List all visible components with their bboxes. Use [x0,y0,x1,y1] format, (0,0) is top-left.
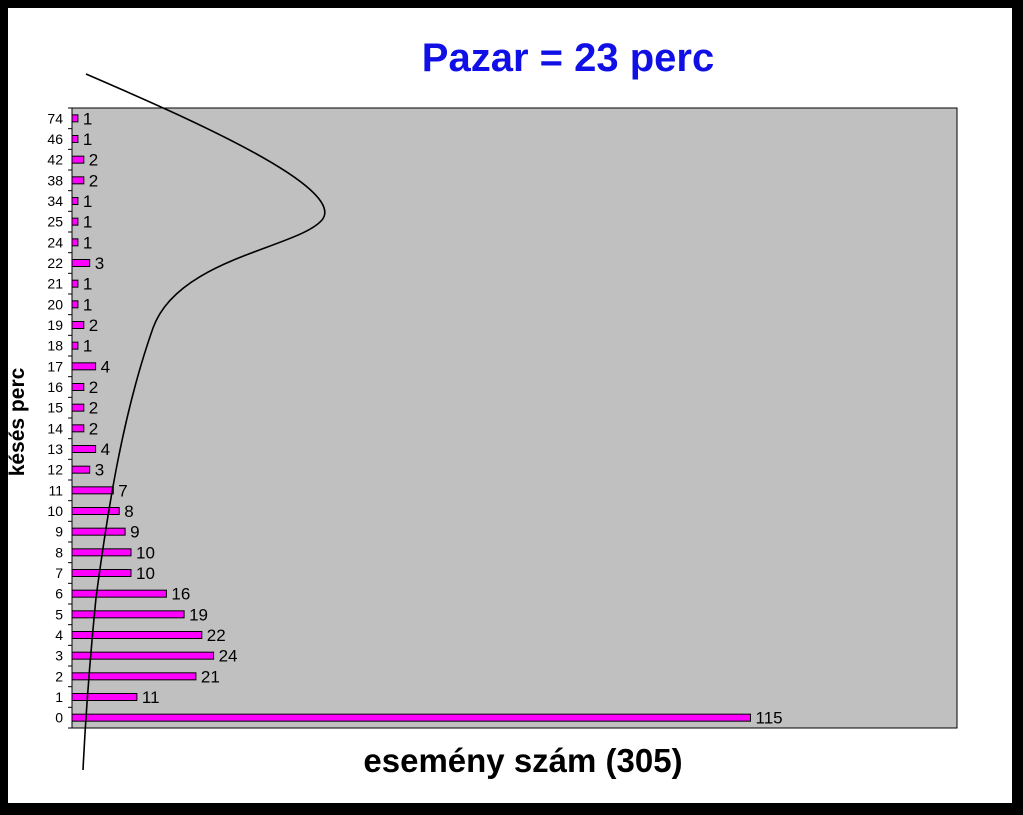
bar [71,197,79,205]
y-tick-label: 16 [47,379,63,395]
chart-title: Pazar = 23 perc [421,36,715,80]
bar [71,238,79,247]
y-tick-label: 10 [47,503,63,519]
y-tick-label: 25 [47,214,63,230]
data-label: 4 [101,357,110,376]
y-tick-label: 17 [47,358,63,374]
data-label: 1 [83,233,92,252]
data-label: 24 [219,647,238,666]
y-tick-label: 42 [47,152,63,168]
bar [71,383,85,391]
bar [71,651,215,660]
bar [71,300,79,309]
data-label: 7 [118,481,127,500]
data-label: 3 [95,254,104,273]
bar [71,424,85,433]
y-tick-label: 1 [55,689,63,705]
y-tick-label: 74 [47,110,63,126]
data-label: 11 [142,688,160,707]
bar [71,631,203,639]
bar [71,445,97,453]
y-tick-label: 7 [55,565,63,581]
y-tick-label: 20 [47,296,63,312]
bar [71,610,185,619]
y-tick-label: 11 [48,482,63,498]
bar [71,114,79,123]
bar [71,217,79,226]
data-label: 16 [171,585,190,604]
y-tick-label: 34 [47,193,63,209]
y-tick-label: 6 [55,586,63,602]
y-tick-label: 4 [55,627,63,643]
data-label: 2 [89,316,98,335]
data-label: 1 [83,130,92,149]
data-label: 115 [756,709,783,728]
bar [71,713,751,722]
y-tick-label: 38 [47,172,63,188]
y-tick-label: 18 [47,338,63,354]
y-tick-label: 14 [47,420,63,436]
bar [71,507,120,515]
y-tick-label: 15 [47,400,63,416]
bar [71,465,91,474]
data-label: 4 [101,440,110,459]
plot-area [71,107,958,729]
bar [71,693,138,701]
data-label: 9 [130,523,139,542]
data-label: 1 [83,192,92,211]
y-tick-label: 8 [55,544,63,560]
bar [71,672,197,681]
data-label: 22 [207,626,226,645]
overlay-curve [82,73,326,771]
data-label: 2 [89,171,98,190]
data-label: 2 [89,151,98,170]
data-label: 3 [95,461,104,480]
y-tick-label: 0 [55,710,63,726]
data-label: 2 [89,419,98,438]
bar [71,135,79,143]
y-tick-label: 12 [47,462,63,478]
y-tick-label: 9 [55,524,63,540]
bar [71,155,85,164]
y-tick-label: 46 [47,131,63,147]
y-tick-label: 2 [55,668,63,684]
bar [71,527,126,536]
data-label: 10 [136,564,155,583]
bar [71,362,97,371]
y-tick-label: 3 [55,648,63,664]
data-label: 2 [89,378,98,397]
data-label: 10 [136,543,155,562]
data-label: 1 [83,109,92,128]
y-tick-label: 22 [47,255,63,271]
y-tick-label: 5 [55,606,63,622]
data-label: 21 [201,667,220,686]
data-label: 1 [83,337,92,356]
y-tick-label: 21 [47,276,63,292]
data-label: 2 [89,399,98,418]
data-label: 1 [83,275,92,294]
x-axis-label: esemény szám (305) [363,742,683,779]
data-label: 1 [83,295,92,314]
y-tick-label: 24 [47,234,63,250]
y-tick-label: 19 [47,317,63,333]
bar [71,341,79,350]
bar [71,259,91,267]
chart-frame: Pazar = 23 perc esemény szám (305) késés… [8,8,1012,803]
bar [71,176,85,185]
bar [71,589,167,598]
data-label: 1 [83,213,92,232]
data-label: 19 [189,605,208,624]
y-tick-label: 13 [47,441,63,457]
bar [71,279,79,288]
bar [71,321,85,329]
bar [71,403,85,412]
bar [71,569,132,577]
data-label: 8 [124,502,133,521]
bar [71,486,114,495]
